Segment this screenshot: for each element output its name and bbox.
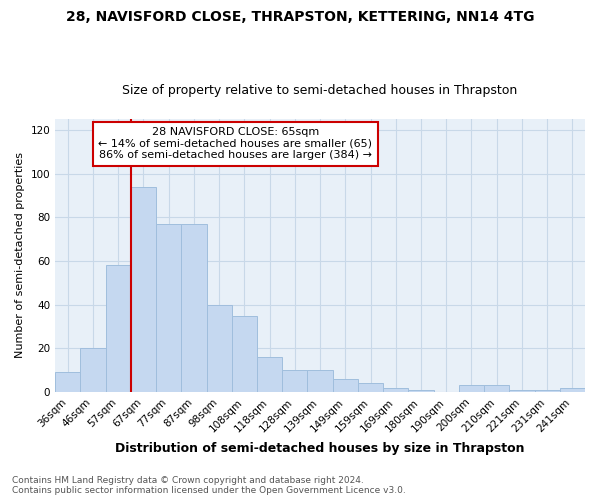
Bar bbox=[509, 390, 535, 392]
Bar bbox=[282, 370, 307, 392]
Bar bbox=[307, 370, 332, 392]
Bar bbox=[560, 388, 585, 392]
Y-axis label: Number of semi-detached properties: Number of semi-detached properties bbox=[15, 152, 25, 358]
X-axis label: Distribution of semi-detached houses by size in Thrapston: Distribution of semi-detached houses by … bbox=[115, 442, 525, 455]
Bar bbox=[332, 379, 358, 392]
Text: 28 NAVISFORD CLOSE: 65sqm
← 14% of semi-detached houses are smaller (65)
86% of : 28 NAVISFORD CLOSE: 65sqm ← 14% of semi-… bbox=[98, 127, 373, 160]
Bar bbox=[181, 224, 206, 392]
Bar bbox=[232, 316, 257, 392]
Bar bbox=[206, 304, 232, 392]
Bar bbox=[535, 390, 560, 392]
Title: Size of property relative to semi-detached houses in Thrapston: Size of property relative to semi-detach… bbox=[122, 84, 518, 97]
Bar bbox=[106, 266, 131, 392]
Bar bbox=[409, 390, 434, 392]
Bar bbox=[80, 348, 106, 392]
Bar bbox=[55, 372, 80, 392]
Bar bbox=[156, 224, 181, 392]
Bar bbox=[484, 386, 509, 392]
Bar bbox=[383, 388, 409, 392]
Bar bbox=[131, 186, 156, 392]
Bar bbox=[459, 386, 484, 392]
Bar bbox=[358, 383, 383, 392]
Text: 28, NAVISFORD CLOSE, THRAPSTON, KETTERING, NN14 4TG: 28, NAVISFORD CLOSE, THRAPSTON, KETTERIN… bbox=[66, 10, 534, 24]
Text: Contains HM Land Registry data © Crown copyright and database right 2024.
Contai: Contains HM Land Registry data © Crown c… bbox=[12, 476, 406, 495]
Bar bbox=[257, 357, 282, 392]
